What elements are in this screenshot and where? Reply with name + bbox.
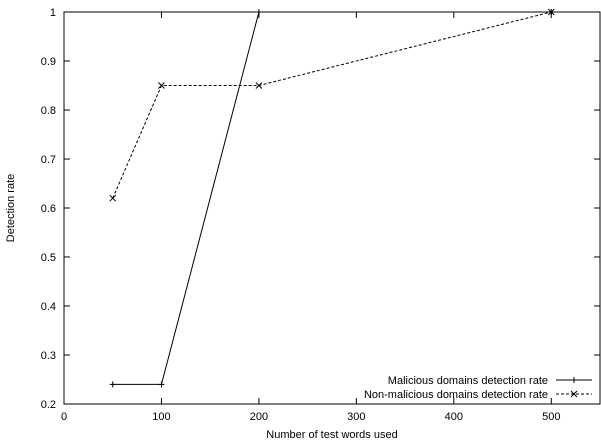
y-tick-label: 0.8 bbox=[41, 105, 56, 117]
series-layer bbox=[109, 8, 555, 388]
y-tick-label: 1 bbox=[50, 7, 56, 19]
marker-stroke-b bbox=[158, 82, 165, 89]
data-point bbox=[255, 82, 263, 89]
legend-marker bbox=[571, 377, 577, 383]
x-tick-label: 400 bbox=[445, 411, 463, 423]
data-point bbox=[158, 82, 165, 89]
data-point bbox=[109, 381, 116, 388]
legend: Malicious domains detection rate Non-mali… bbox=[364, 375, 592, 401]
series-line bbox=[112, 11, 552, 199]
series-malicious bbox=[109, 9, 555, 388]
x-tick-label: 300 bbox=[347, 411, 365, 423]
marker-stroke-b bbox=[255, 82, 263, 89]
series-line bbox=[112, 11, 552, 385]
series-non-malicious bbox=[109, 8, 555, 202]
data-point bbox=[158, 381, 165, 388]
y-axis-title: Detection rate bbox=[5, 174, 17, 242]
legend-label: Non-malicious domains detection rate bbox=[364, 389, 548, 401]
y-tick-label: 0.2 bbox=[41, 399, 56, 411]
y-tick-label: 0.7 bbox=[41, 154, 56, 166]
axis-ticks: 0 100 200 300 400 500 0.2 0.3 0.4 0.5 0.6 0.7 0.8 0.9… bbox=[41, 7, 600, 423]
marker-stroke-b bbox=[547, 8, 555, 16]
data-point bbox=[109, 194, 117, 202]
legend-entry-non-malicious: Non-malicious domains detection rate bbox=[364, 389, 592, 401]
x-tick-label: 200 bbox=[250, 411, 268, 423]
plot-frame bbox=[63, 11, 601, 405]
y-tick-label: 0.4 bbox=[41, 301, 56, 313]
y-tick-label: 0.5 bbox=[41, 252, 56, 264]
y-tick-label: 0.3 bbox=[41, 350, 56, 362]
legend-entry-malicious: Malicious domains detection rate bbox=[388, 375, 592, 387]
y-tick-label: 0.6 bbox=[41, 203, 56, 215]
x-tick-label: 500 bbox=[542, 411, 560, 423]
x-tick-label: 0 bbox=[61, 411, 67, 423]
marker-stroke-b bbox=[109, 194, 117, 202]
marker-stroke-b bbox=[570, 390, 578, 398]
x-tick-label: 100 bbox=[152, 411, 170, 423]
data-point bbox=[547, 8, 555, 16]
x-axis-title: Number of test words used bbox=[266, 429, 397, 441]
legend-marker bbox=[570, 390, 578, 398]
y-tick-label: 0.9 bbox=[41, 56, 56, 68]
data-point bbox=[255, 9, 262, 15]
legend-label: Malicious domains detection rate bbox=[388, 375, 548, 387]
